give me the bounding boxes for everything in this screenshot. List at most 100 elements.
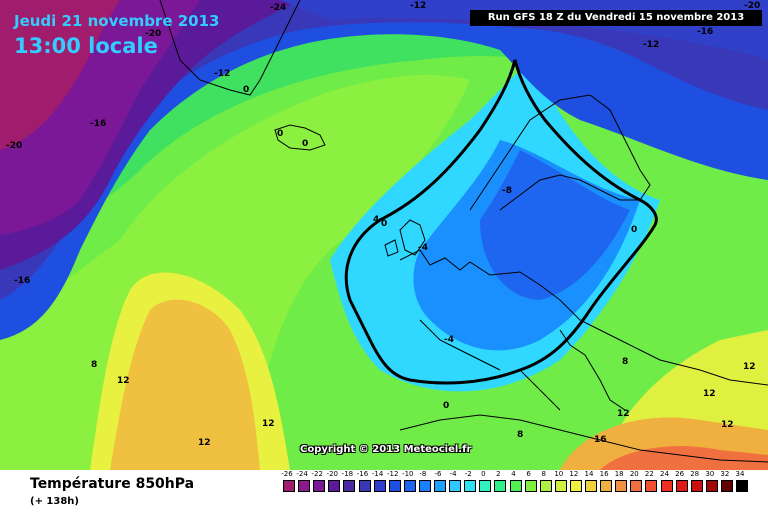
run-info: Run GFS 18 Z du Vendredi 15 novembre 201…: [470, 10, 762, 26]
lead-time: (+ 138h): [30, 496, 79, 507]
legend-tick-label: -16: [356, 470, 369, 478]
legend-swatch: [509, 480, 522, 492]
legend-swatch: [358, 480, 371, 492]
legend-tick-label: -26: [281, 470, 293, 478]
coastline-europe: [399, 249, 768, 411]
legend-swatch: [418, 480, 431, 492]
isotherm-label: 12: [262, 419, 275, 429]
legend-swatch: [464, 480, 477, 492]
isotherm-label: 0: [243, 85, 249, 95]
legend-tick-label: -18: [341, 470, 354, 478]
legend-tick-label: -2: [464, 470, 472, 478]
legend-tick-label: -4: [449, 470, 457, 478]
legend-swatch: [675, 480, 688, 492]
legend-tick-label: 16: [599, 470, 609, 478]
legend-tick-label: 30: [705, 470, 715, 478]
zero-isotherm: [344, 59, 658, 385]
legend-tick-label: 0: [481, 470, 486, 478]
isotherm-label: 0: [381, 219, 387, 229]
coastline-iceland: [274, 124, 326, 151]
red-area-east: [600, 446, 768, 470]
legend-swatch: [645, 480, 658, 492]
isotherm-label: -20: [744, 1, 760, 11]
legend-tick-label: 14: [584, 470, 594, 478]
isotherm-label: 12: [617, 409, 630, 419]
legend-tick-label: -10: [402, 470, 414, 478]
isotherm-label: -20: [145, 29, 161, 39]
legend-tick-label: 26: [675, 470, 685, 478]
temperature-map: -24 -20 -20 -20 -16 -16 -16 -12 -12 -12 …: [0, 0, 768, 470]
legend-swatch: [615, 480, 628, 492]
isotherm-label: 0: [631, 225, 637, 235]
isotherm-label: 12: [743, 362, 756, 372]
isotherm-label: -8: [502, 186, 512, 196]
isotherm-label: 12: [703, 389, 716, 399]
isotherm-label: -12: [214, 69, 230, 79]
coastline-africa: [399, 414, 768, 463]
isotherm-label: 16: [594, 435, 607, 445]
legend-tick-label: 24: [660, 470, 669, 478]
legend-swatch: [403, 480, 416, 492]
isotherm-label: 12: [721, 420, 734, 430]
isotherm-label: -12: [410, 1, 426, 11]
legend-swatch: [736, 480, 748, 492]
legend-swatch: [554, 480, 567, 492]
legend-swatch: [313, 480, 326, 492]
forecast-hour: 13:00 locale: [14, 34, 158, 58]
legend-swatch: [539, 480, 552, 492]
legend-swatch: [328, 480, 341, 492]
isotherm-label: -24: [270, 3, 286, 13]
legend-swatch: [494, 480, 507, 492]
orange-area-west: [110, 299, 260, 470]
legend-tick-label: 28: [690, 470, 700, 478]
legend-tick-label: -22: [311, 470, 323, 478]
deep-blue-area: [480, 150, 630, 300]
legend-swatch: [343, 480, 356, 492]
legend-swatch: [630, 480, 643, 492]
legend-tick-label: -8: [419, 470, 427, 478]
legend-tick-label: 22: [644, 470, 654, 478]
legend-swatch: [449, 480, 462, 492]
legend-tick-label: 32: [720, 470, 730, 478]
legend-tick-label: -24: [296, 470, 308, 478]
isotherm-label: -16: [14, 276, 30, 286]
coastline-britain: [384, 219, 426, 257]
isotherm-label: -16: [90, 119, 106, 129]
legend-tick-label: -6: [434, 470, 442, 478]
north-magenta-area: [0, 0, 120, 150]
isotherm-label: 8: [622, 357, 628, 367]
parameter-label: Température 850hPa: [30, 476, 195, 492]
north-blue-area: [0, 0, 768, 340]
legend-swatch: [705, 480, 718, 492]
legend-swatch: [434, 480, 446, 492]
coastline-scandinavia: [469, 94, 651, 211]
legend: -26 -24 -22 -20 -18 -16 -14 -12 -10 -8 -6 -4 -2 0 2 4 6 8…: [281, 470, 751, 492]
legend-swatch: [720, 480, 733, 492]
legend-tick-label: -12: [386, 470, 399, 478]
isotherm-label: -4: [418, 243, 428, 253]
isotherm-label: 4: [373, 215, 379, 225]
legend-swatch: [373, 480, 386, 492]
isotherm-label: -4: [444, 335, 454, 345]
forecast-date: Jeudi 21 novembre 2013: [14, 12, 220, 30]
legend-tick-label: 12: [569, 470, 579, 478]
legend-tick-label: 34: [735, 470, 745, 478]
isotherm-label: -16: [697, 27, 713, 37]
copyright: Copyright © 2013 Meteociel.fr: [300, 444, 472, 455]
legend-swatch: [524, 480, 537, 492]
isotherm-label: 8: [517, 430, 523, 440]
legend-swatch: [660, 480, 673, 492]
legend-swatch: [585, 480, 597, 492]
coastline-greenland: [159, 0, 301, 96]
legend-swatch: [690, 480, 703, 492]
legend-swatch: [283, 480, 295, 492]
legend-swatch: [600, 480, 613, 492]
isotherm-label: -12: [643, 40, 659, 50]
legend-tick-label: 2: [496, 470, 501, 478]
legend-tick-label: 18: [614, 470, 624, 478]
isotherm-label: -20: [6, 141, 22, 151]
legend-tick-label: -14: [371, 470, 384, 478]
isotherm-label: 0: [277, 129, 283, 139]
legend-tick-label: 10: [554, 470, 564, 478]
legend-tick-label: 6: [526, 470, 531, 478]
